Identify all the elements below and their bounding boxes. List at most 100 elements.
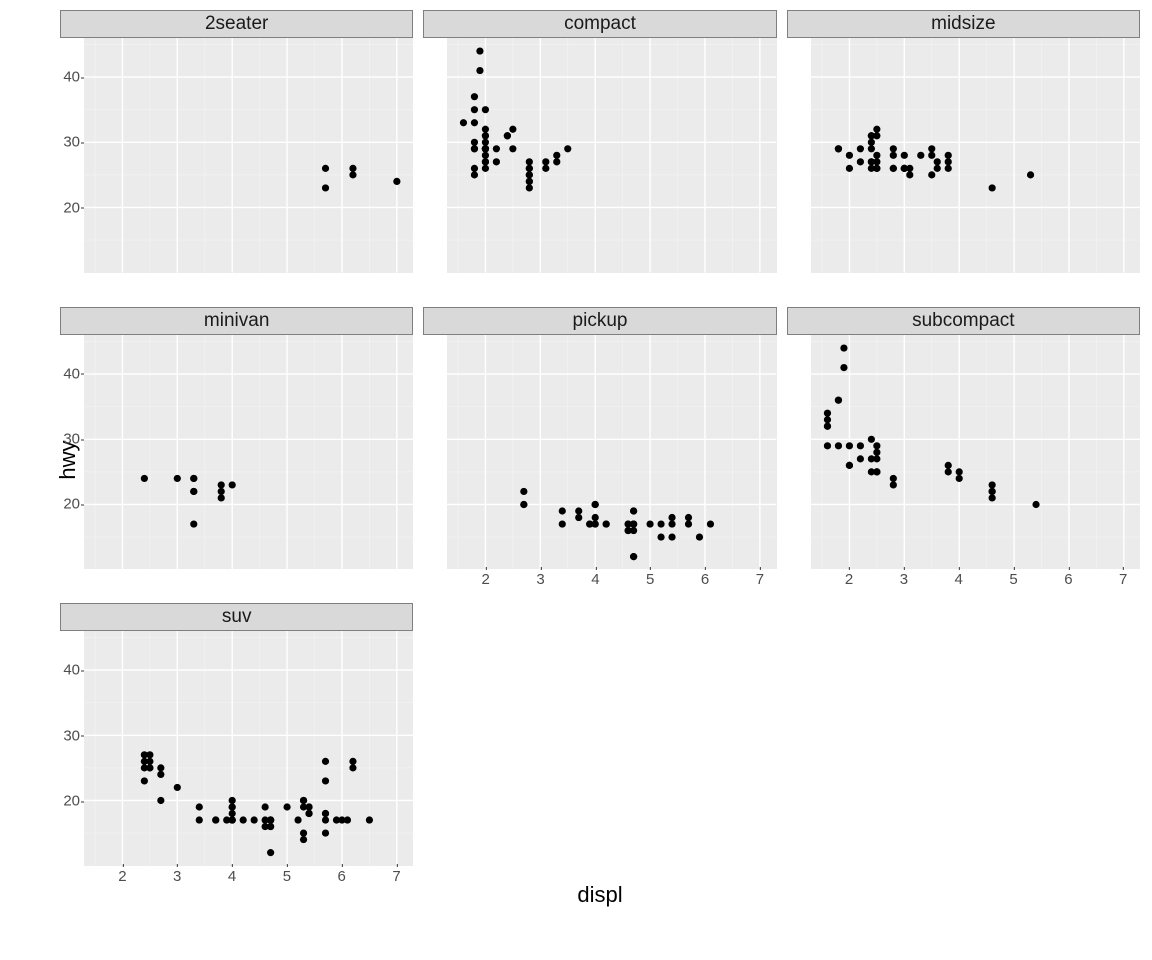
x-tick-label: 6 <box>701 571 709 588</box>
facet-strip: compact <box>423 10 776 38</box>
data-point <box>575 514 582 521</box>
y-tick-label: 20 <box>63 496 80 513</box>
data-point <box>174 474 181 481</box>
data-point <box>229 810 236 817</box>
data-point <box>824 409 831 416</box>
x-ticks: 234567 <box>447 569 776 593</box>
data-point <box>900 165 907 172</box>
y-tick-label: 20 <box>63 199 80 216</box>
data-point <box>471 171 478 178</box>
data-point <box>190 488 197 495</box>
data-point <box>460 119 467 126</box>
x-tick-label: 7 <box>392 868 400 885</box>
facet-minivan: minivan203040 <box>60 307 413 594</box>
data-point <box>504 132 511 139</box>
data-point <box>944 461 951 468</box>
x-tick-label: 2 <box>482 571 490 588</box>
data-point <box>856 455 863 462</box>
data-point <box>873 468 880 475</box>
data-point <box>856 145 863 152</box>
x-ticks: 234567 <box>811 569 1140 593</box>
data-point <box>393 178 400 185</box>
data-point <box>554 158 561 165</box>
data-point <box>229 481 236 488</box>
data-point <box>658 533 665 540</box>
data-point <box>856 442 863 449</box>
data-point <box>526 178 533 185</box>
facet-strip: suv <box>60 603 413 631</box>
data-point <box>900 152 907 159</box>
data-point <box>873 152 880 159</box>
data-point <box>349 758 356 765</box>
data-point <box>669 533 676 540</box>
data-point <box>190 520 197 527</box>
x-tick-label: 7 <box>1119 571 1127 588</box>
data-point <box>251 817 258 824</box>
data-point <box>526 165 533 172</box>
facet-pickup: pickup234567 <box>423 307 776 594</box>
x-tick-label: 5 <box>283 868 291 885</box>
x-tick-label: 2 <box>845 571 853 588</box>
data-point <box>889 165 896 172</box>
data-point <box>917 152 924 159</box>
data-point <box>333 817 340 824</box>
data-point <box>988 184 995 191</box>
data-point <box>157 771 164 778</box>
x-tick-label: 5 <box>1009 571 1017 588</box>
data-point <box>322 810 329 817</box>
data-point <box>349 165 356 172</box>
x-tick-label: 5 <box>646 571 654 588</box>
x-axis-label: displ <box>577 882 622 908</box>
y-tick-label: 30 <box>63 727 80 744</box>
data-point <box>141 778 148 785</box>
data-point <box>521 488 528 495</box>
data-point <box>840 364 847 371</box>
data-point <box>543 165 550 172</box>
data-point <box>229 804 236 811</box>
data-point <box>262 817 269 824</box>
x-tick-label: 6 <box>1064 571 1072 588</box>
data-point <box>928 171 935 178</box>
facet-strip: 2seater <box>60 10 413 38</box>
data-point <box>344 817 351 824</box>
data-point <box>482 152 489 159</box>
data-point <box>223 817 230 824</box>
data-point <box>218 488 225 495</box>
data-point <box>510 145 517 152</box>
data-point <box>824 416 831 423</box>
panel-wrap <box>423 38 776 297</box>
data-point <box>873 132 880 139</box>
panel <box>447 335 776 570</box>
y-ticks: 203040 <box>60 631 84 866</box>
data-point <box>988 481 995 488</box>
facet-midsize: midsize <box>787 10 1140 297</box>
data-point <box>928 152 935 159</box>
data-point <box>526 184 533 191</box>
facet-grid: 2seater 203040 compact midsize minivan203040… <box>60 10 1140 890</box>
data-point <box>218 494 225 501</box>
data-point <box>1032 501 1039 508</box>
panel-wrap: 203040234567 <box>60 631 413 890</box>
data-point <box>493 145 500 152</box>
panel <box>447 38 776 273</box>
panel <box>84 38 413 273</box>
data-point <box>1027 171 1034 178</box>
data-point <box>283 804 290 811</box>
y-ticks: 203040 <box>60 335 84 570</box>
data-point <box>564 145 571 152</box>
data-point <box>834 396 841 403</box>
facet-subcompact: subcompact234567 <box>787 307 1140 594</box>
data-point <box>510 126 517 133</box>
data-point <box>526 158 533 165</box>
data-point <box>873 165 880 172</box>
y-tick-label: 30 <box>63 134 80 151</box>
data-point <box>218 481 225 488</box>
data-point <box>685 520 692 527</box>
data-point <box>267 823 274 830</box>
data-point <box>630 507 637 514</box>
data-point <box>482 158 489 165</box>
data-point <box>300 830 307 837</box>
data-point <box>867 145 874 152</box>
data-point <box>845 152 852 159</box>
data-point <box>834 145 841 152</box>
